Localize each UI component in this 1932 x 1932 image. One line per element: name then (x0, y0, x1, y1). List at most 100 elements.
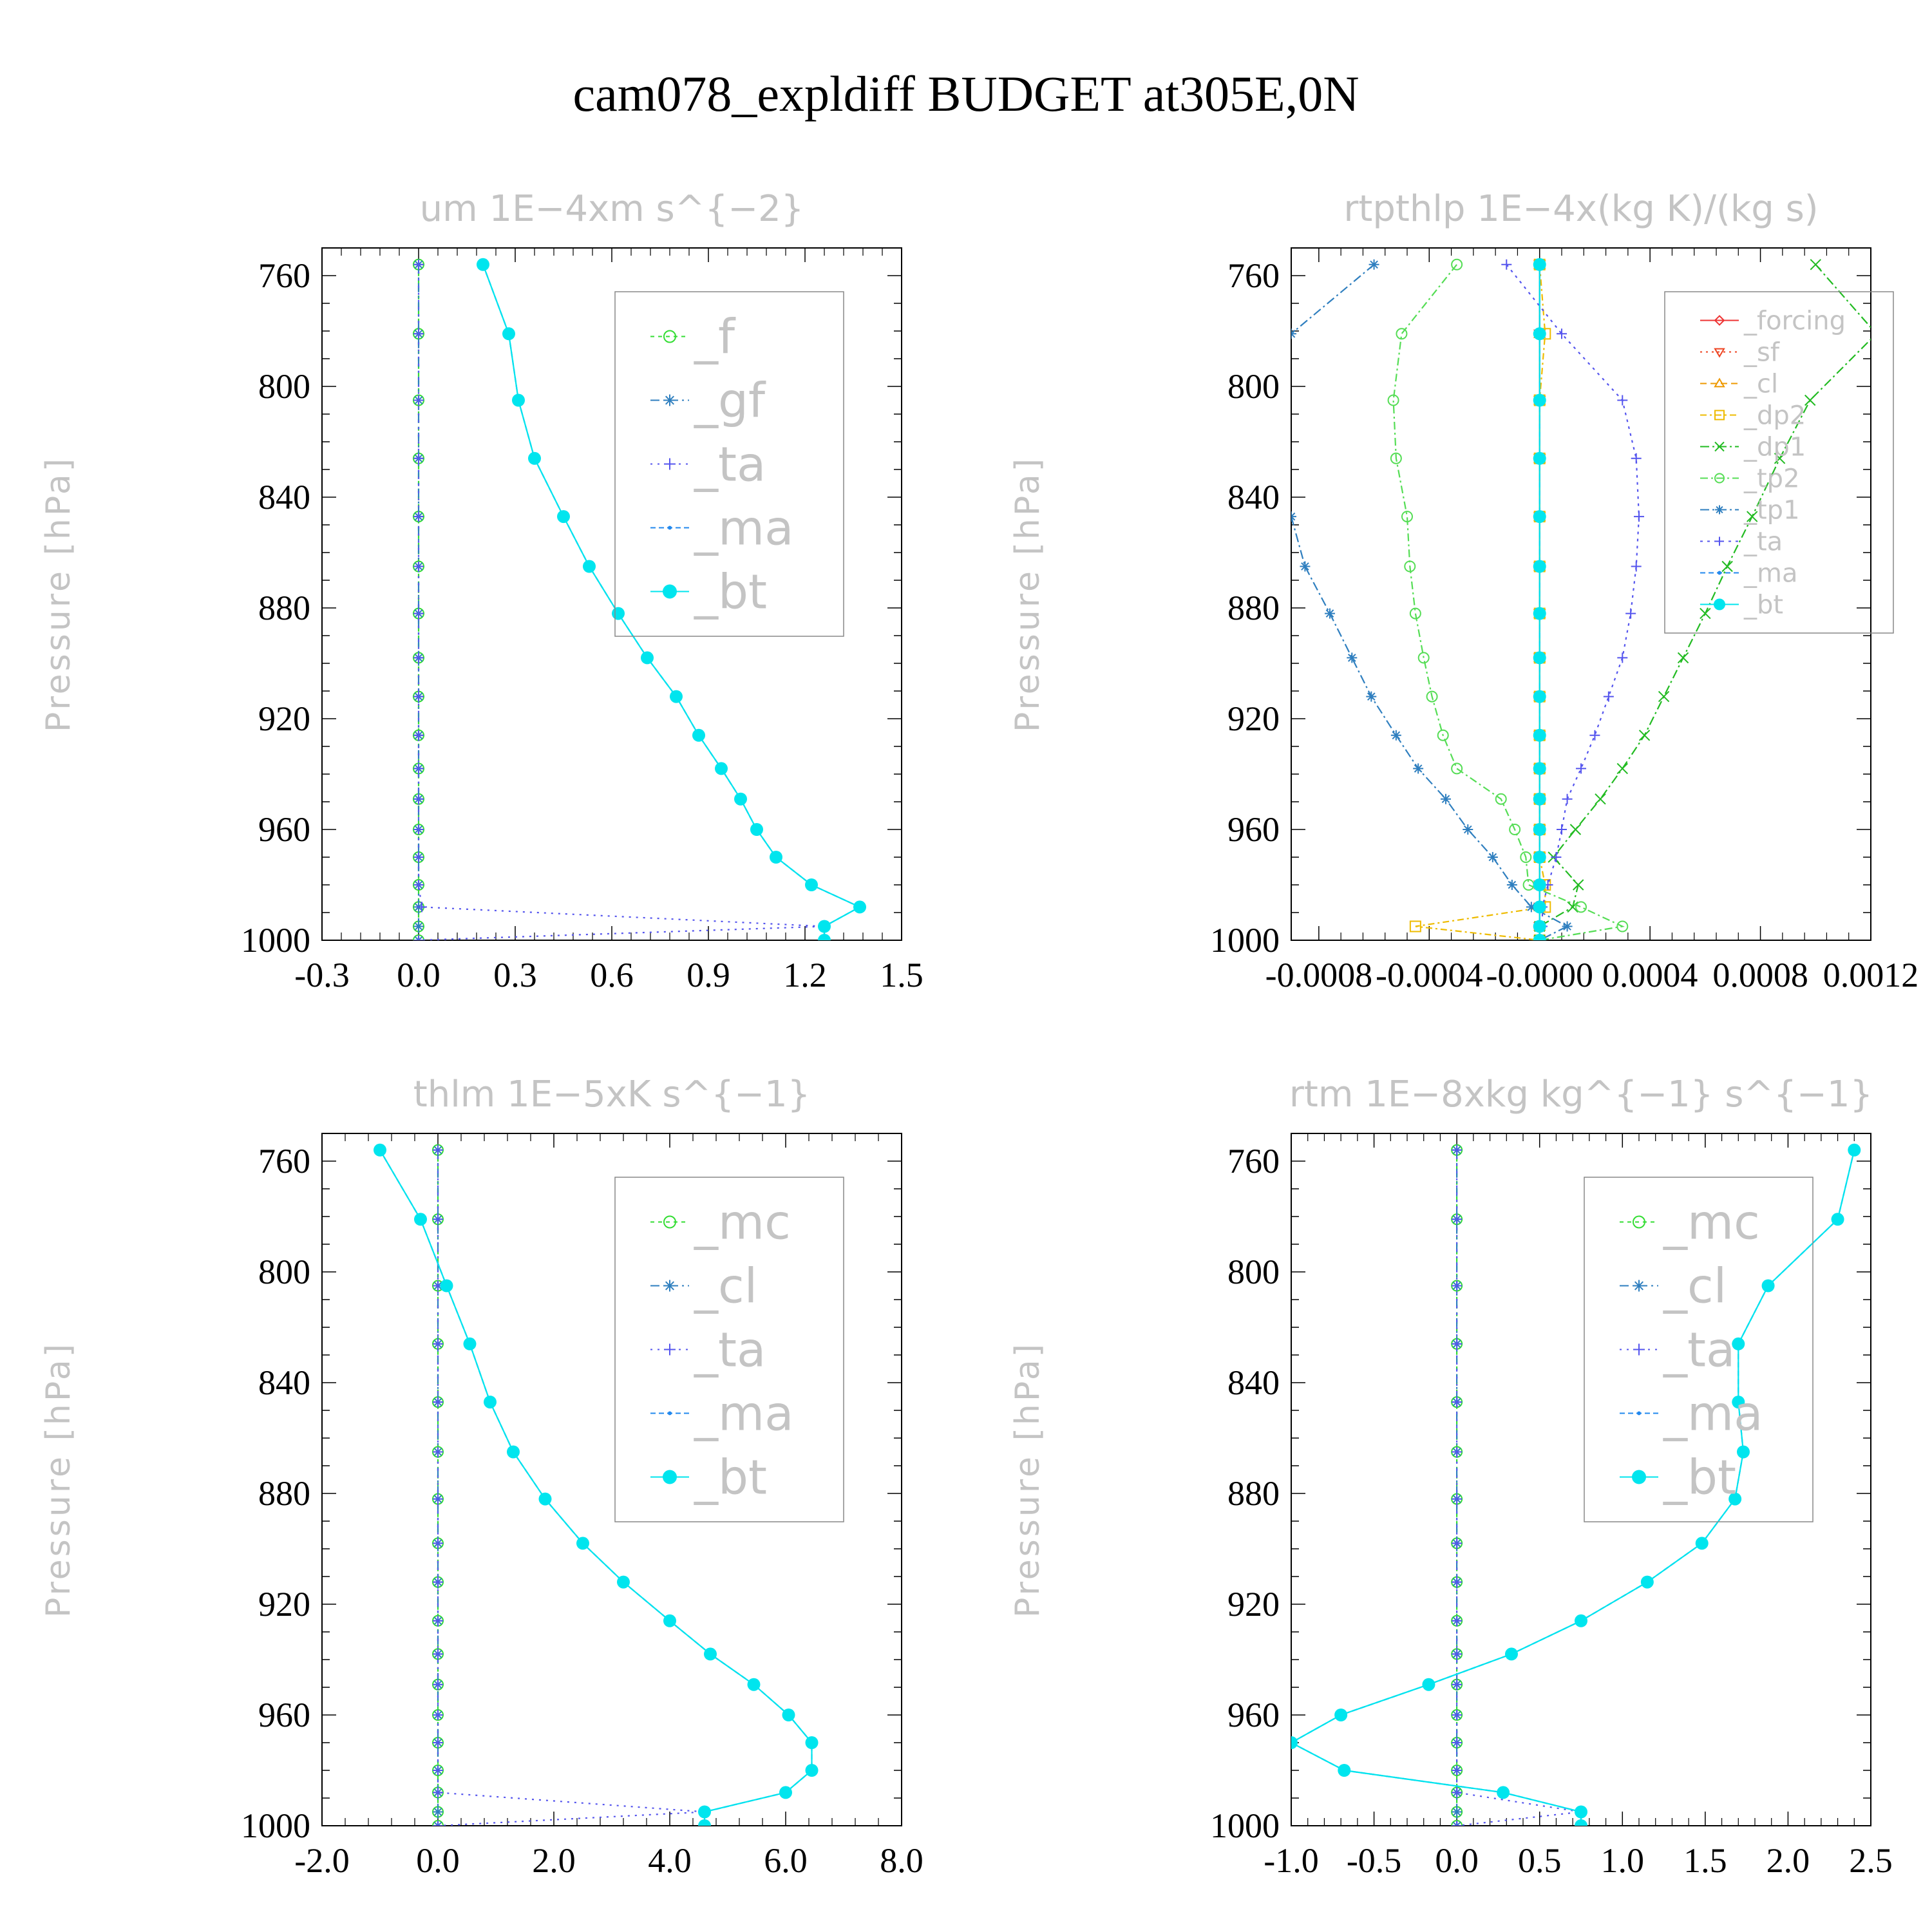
data-point (1334, 1709, 1348, 1721)
data-point (1575, 1805, 1587, 1819)
series-line (482, 264, 862, 940)
legend-marker (1718, 571, 1721, 575)
x-tick-label: -1.0 (1264, 1841, 1318, 1880)
data-point (698, 1819, 711, 1826)
y-tick-label: 960 (258, 1696, 310, 1734)
data-point (557, 510, 570, 524)
plot-data (1291, 1143, 1861, 1826)
data-point (1533, 878, 1546, 891)
data-point (1390, 730, 1401, 741)
y-tick-label: 960 (1227, 1696, 1280, 1734)
legend-label: _cl (694, 1258, 757, 1314)
data-point (1533, 258, 1546, 271)
legend-marker (1637, 1411, 1641, 1416)
legend-marker (668, 1411, 672, 1416)
legend-box (1584, 1177, 1814, 1522)
legend-label: _mc (1663, 1195, 1760, 1250)
legend-marker (1714, 348, 1725, 358)
data-point (1497, 1786, 1510, 1799)
data-point (779, 1786, 792, 1799)
panel-title: rtm 1E−8xkg kg^{−1} s^{−1} (1289, 1074, 1873, 1115)
legend-marker (1715, 505, 1724, 515)
data-point (1533, 510, 1546, 524)
data-point (1452, 1144, 1463, 1155)
x-tick-label: 4.0 (648, 1841, 692, 1880)
data-point (417, 902, 427, 913)
data-point (1576, 763, 1586, 774)
y-tick-label: 960 (258, 810, 310, 849)
data-point (1533, 920, 1546, 933)
data-point (1452, 1821, 1463, 1826)
legend-label: _bt (694, 1450, 767, 1505)
data-point (1603, 691, 1614, 702)
data-point (433, 1649, 443, 1660)
data-point (1695, 1537, 1709, 1550)
data-point (1452, 1710, 1463, 1720)
legend-marker (1714, 598, 1725, 611)
series-line (1291, 263, 1569, 940)
legend-label: _bt (1743, 591, 1783, 620)
data-point (1463, 824, 1473, 835)
x-tick-label: 2.5 (1849, 1841, 1893, 1880)
data-point (818, 920, 831, 933)
series-line (1392, 264, 1625, 940)
data-point (507, 1445, 520, 1459)
data-point (1575, 1614, 1587, 1627)
data-point (413, 511, 424, 522)
legend-label: _dp1 (1743, 433, 1806, 462)
data-point (1634, 511, 1644, 522)
data-point (433, 1214, 443, 1225)
data-point (1452, 1615, 1463, 1626)
data-point (1452, 1679, 1463, 1690)
data-point (433, 1538, 443, 1549)
x-tick-label: 0.0008 (1712, 956, 1808, 994)
legend-label: _tp2 (1743, 464, 1800, 494)
data-point (1533, 823, 1546, 836)
x-tick-label: 0.6 (590, 956, 634, 994)
y-tick-label: 1000 (241, 921, 310, 960)
legend-label: _ma (1743, 559, 1797, 589)
data-point (1631, 453, 1642, 464)
data-point (1870, 328, 1871, 339)
data-point (818, 934, 831, 940)
data-point (433, 1806, 443, 1817)
data-point (1366, 691, 1377, 702)
data-point (528, 451, 541, 465)
data-point (1569, 824, 1582, 835)
y-tick-label: 880 (258, 589, 310, 627)
data-point (1533, 851, 1546, 864)
y-tick-label: 1000 (241, 1806, 310, 1845)
data-point (433, 1738, 443, 1748)
data-point (1451, 762, 1463, 775)
legend-label: _ta (694, 437, 766, 492)
data-point (692, 728, 705, 742)
legend-marker (663, 1470, 677, 1484)
data-point (463, 1337, 477, 1350)
data-point (1732, 1396, 1745, 1409)
x-tick-label: -2.0 (294, 1841, 349, 1880)
data-point (1300, 561, 1311, 572)
data-point (433, 1446, 443, 1457)
data-point (1452, 1397, 1463, 1408)
data-point (1487, 852, 1498, 862)
y-tick-label: 800 (1227, 1253, 1280, 1291)
x-tick-label: 0.9 (687, 956, 730, 994)
data-point (440, 1279, 453, 1293)
plot-frame (321, 247, 902, 941)
data-point (1533, 792, 1546, 806)
y-tick-label: 880 (1227, 589, 1280, 627)
legend-marker (663, 584, 677, 599)
x-tick-label: 8.0 (880, 1841, 923, 1880)
legend-label: _ma (1663, 1386, 1763, 1441)
data-point (576, 1537, 589, 1550)
plot-data (413, 258, 866, 940)
data-point (1452, 1538, 1463, 1549)
legend-label: _ta (1663, 1322, 1735, 1378)
data-point (1562, 793, 1573, 804)
legend-label: _cl (1743, 370, 1778, 399)
data-point (1387, 394, 1399, 406)
data-point (1506, 880, 1517, 890)
data-point (1495, 793, 1507, 805)
x-tick-label: 0.0 (1435, 1841, 1479, 1880)
